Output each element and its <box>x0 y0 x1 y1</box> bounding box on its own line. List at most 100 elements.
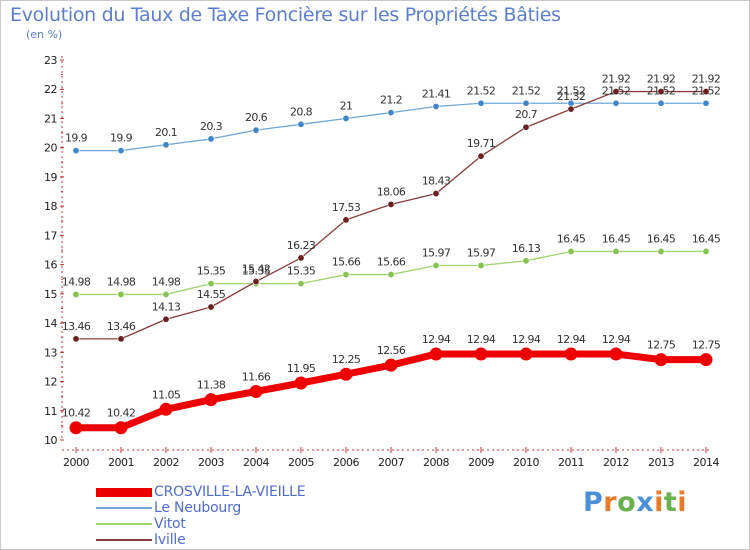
x-tick-label: 2010 <box>513 456 539 469</box>
data-label: 19.71 <box>467 137 496 150</box>
data-point <box>522 123 530 131</box>
data-label: 15.97 <box>422 246 451 259</box>
data-label: 19.9 <box>110 132 133 145</box>
data-label: 15.35 <box>287 265 316 278</box>
legend-swatch <box>96 523 152 525</box>
data-labels-layer: 19.9 19.9 20.1 20.3 20.6 20.8 21 21.2 21.41 21.52… <box>62 73 722 420</box>
data-point <box>162 141 170 149</box>
data-point <box>699 353 713 367</box>
data-label: 16.13 <box>512 242 541 255</box>
series-iville <box>72 88 710 343</box>
data-label: 20.8 <box>290 105 313 118</box>
data-label: 21.52 <box>557 84 586 97</box>
data-label: 12.94 <box>512 333 541 346</box>
data-label: 12.75 <box>692 339 721 352</box>
data-point <box>297 280 305 288</box>
x-tick-label: 2005 <box>288 456 314 469</box>
data-label: 11.05 <box>152 388 181 401</box>
data-point <box>657 99 665 107</box>
data-label: 11.66 <box>242 370 271 383</box>
data-point <box>477 261 485 269</box>
data-label: 12.75 <box>647 339 676 352</box>
data-label: 14.13 <box>152 300 181 313</box>
data-label: 21.41 <box>422 87 451 100</box>
data-point <box>474 347 488 361</box>
data-label: 19.9 <box>65 132 88 145</box>
legend-label: Le Neubourg <box>154 500 242 516</box>
data-point <box>702 88 710 96</box>
legend-swatch <box>96 487 152 497</box>
x-tick-label: 2004 <box>243 456 269 469</box>
data-point <box>114 421 128 435</box>
data-label: 21.92 <box>602 73 631 86</box>
data-label: 11.38 <box>197 379 226 392</box>
data-label: 16.45 <box>557 232 586 245</box>
logo-letter: P <box>583 487 604 518</box>
data-point <box>654 353 668 367</box>
data-point <box>612 247 620 255</box>
data-point <box>612 99 620 107</box>
data-point <box>72 290 80 298</box>
y-tick-label: 17 <box>44 229 57 242</box>
y-tick-label: 19 <box>44 171 57 184</box>
y-tick-label: 23 <box>44 54 57 67</box>
x-tick-label: 2011 <box>558 456 584 469</box>
axes: 10 11 12 13 14 15 16 17 18 19 20 21 22 23 2000 2001 2002… <box>44 54 720 469</box>
data-label: 15.42 <box>242 263 271 276</box>
x-tick-label: 2003 <box>198 456 224 469</box>
legend-label: CROSVILLE-LA-VIEILLE <box>154 484 306 500</box>
data-point <box>342 114 350 122</box>
data-point <box>387 271 395 279</box>
y-tick-label: 13 <box>44 346 57 359</box>
data-point <box>522 99 530 107</box>
data-point <box>657 247 665 255</box>
data-label: 14.55 <box>197 288 226 301</box>
data-label: 20.1 <box>155 126 177 139</box>
data-label: 21.92 <box>647 73 676 86</box>
series-vitot <box>72 247 710 298</box>
data-label: 10.42 <box>62 407 91 420</box>
x-tick-label: 2001 <box>108 456 134 469</box>
data-point <box>207 303 215 311</box>
x-tick-label: 2012 <box>603 456 629 469</box>
data-point <box>432 102 440 110</box>
data-label: 16.45 <box>647 232 676 245</box>
data-point <box>207 280 215 288</box>
y-tick-label: 22 <box>44 83 57 96</box>
data-point <box>657 88 665 96</box>
data-point <box>432 190 440 198</box>
data-label: 21.52 <box>512 84 541 97</box>
data-point <box>204 393 218 407</box>
data-point <box>387 200 395 208</box>
data-point <box>297 120 305 128</box>
data-label: 13.46 <box>62 320 91 333</box>
series-layer <box>69 88 713 435</box>
data-point <box>609 347 623 361</box>
chart-title: Evolution du Taux de Taxe Foncière sur l… <box>10 4 561 26</box>
data-point <box>72 335 80 343</box>
data-label: 12.94 <box>422 333 451 346</box>
legend-label: Vitot <box>154 516 186 532</box>
data-label: 21.52 <box>467 84 496 97</box>
data-label: 12.94 <box>602 333 631 346</box>
x-tick-label: 2013 <box>648 456 674 469</box>
y-tick-label: 14 <box>44 317 57 330</box>
data-label: 15.97 <box>467 246 496 259</box>
data-label: 18.06 <box>377 185 406 198</box>
data-label: 14.98 <box>152 275 181 288</box>
data-point <box>567 105 575 113</box>
x-tick-label: 2007 <box>378 456 404 469</box>
logo-letter: t <box>663 487 678 518</box>
data-point <box>567 247 575 255</box>
data-label: 12.56 <box>377 344 406 357</box>
series-le-neubourg <box>72 99 710 155</box>
data-point <box>702 99 710 107</box>
data-label: 17.53 <box>332 201 361 214</box>
data-point <box>252 126 260 134</box>
data-label: 12.25 <box>332 353 361 366</box>
data-point <box>342 216 350 224</box>
data-label: 20.6 <box>245 111 268 124</box>
data-point <box>564 347 578 361</box>
proxiti-logo: Proxiti <box>583 487 687 518</box>
logo-letter: i <box>677 487 688 518</box>
